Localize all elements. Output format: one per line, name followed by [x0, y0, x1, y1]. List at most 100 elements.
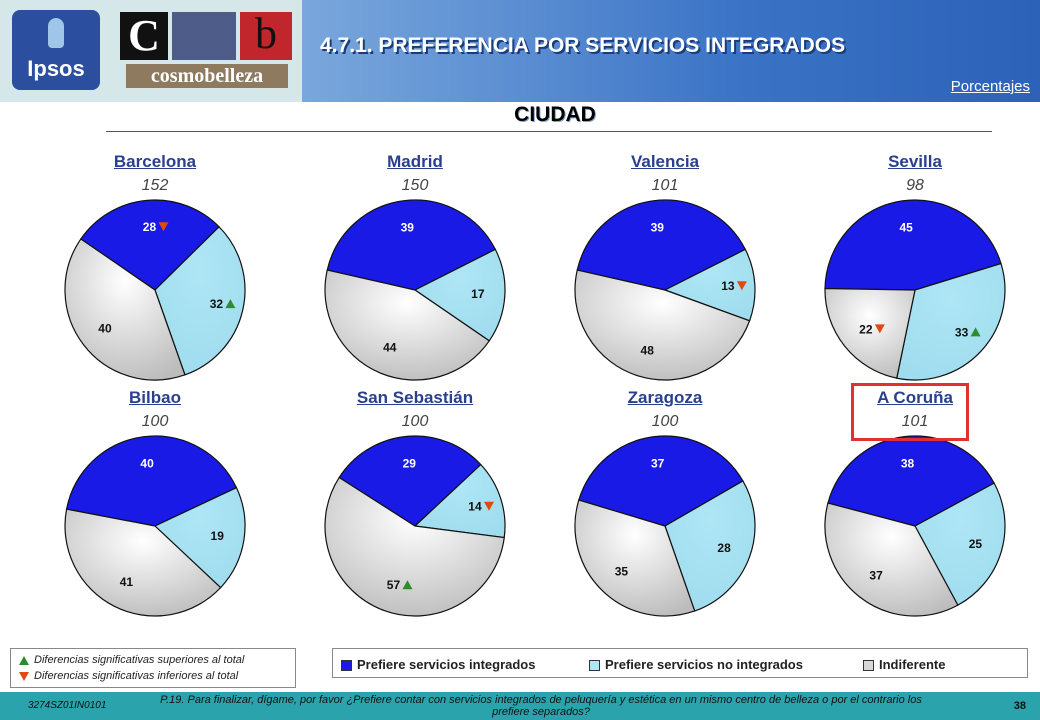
pie-data-label: 39: [401, 220, 415, 234]
pie-chart: 28 32 40: [64, 199, 246, 381]
pie-slice-integrados: [824, 199, 1002, 291]
city-base: 98: [906, 177, 924, 194]
city-base: 100: [651, 413, 679, 430]
pie-cell-7: Zaragoza 100 37 28 35: [565, 386, 765, 626]
legend-item-indiferente: Indiferente: [863, 657, 945, 672]
cb-logo-c: C: [120, 12, 168, 60]
city-name: Sevilla: [888, 152, 942, 171]
pie-data-label: 57: [387, 578, 401, 592]
city-base: 100: [401, 413, 429, 430]
city-base: 152: [141, 177, 169, 194]
triangle-down-icon: [19, 671, 29, 681]
pie-slice-indiferente: [324, 269, 491, 381]
logo-area: Ipsos C b cosmobelleza: [0, 0, 302, 102]
city-base: 101: [901, 413, 929, 430]
legend-label: Indiferente: [879, 657, 946, 672]
pie-slice-no-integrados: [664, 480, 756, 612]
pie-data-label: 28: [143, 220, 157, 234]
pie-cell-3: Valencia 101 39 13 48: [565, 150, 765, 390]
pie-data-label: 32: [210, 297, 224, 311]
pie-slice-indiferente: [824, 287, 916, 379]
pie-data-label: 17: [471, 287, 485, 301]
pie-cell-8: A Coruña 101 38 25 37: [815, 386, 1015, 626]
pie-data-label: 37: [869, 569, 883, 583]
pie-data-label: 44: [383, 341, 397, 355]
pie-cell-6: San Sebastián 100 29 14 57: [315, 386, 515, 626]
units-label: Porcentajes: [950, 78, 1030, 95]
pie-chart: 38 25 37: [824, 435, 1006, 617]
pie-cell-1: Barcelona 152 28 32 40: [55, 150, 255, 390]
pie-data-label: 38: [901, 456, 915, 470]
pie-slice-integrados: [326, 199, 497, 291]
cosmobelleza-logo: C b cosmobelleza: [120, 12, 292, 90]
triangle-down-icon: [736, 281, 747, 291]
legend-swatch-icon: [589, 660, 600, 672]
footer-question: P.19. Para finalizar, dígame, por favor …: [160, 694, 922, 718]
city-base: 101: [651, 177, 679, 194]
legend-swatch-icon: [863, 660, 874, 672]
legend-label: Prefiere servicios no integrados: [605, 657, 803, 672]
significance-down-label: Diferencias significativas inferiores al…: [34, 670, 239, 682]
pie-chart: 37 28 35: [574, 435, 756, 617]
pie-data-label: 39: [651, 220, 665, 234]
pie-slice-indiferente: [324, 476, 505, 617]
pie-slice-indiferente: [574, 499, 696, 617]
pie-slice-no-integrados: [914, 482, 1006, 606]
pie-data-label: 48: [641, 343, 655, 357]
pie-data-label: 40: [140, 456, 154, 470]
pie-slice-indiferente: [574, 269, 751, 381]
city-name: A Coruña: [877, 388, 953, 407]
pie-data-label: 41: [120, 575, 134, 589]
legend-label: Prefiere servicios integrados: [357, 657, 536, 672]
ipsos-face-icon: [48, 18, 64, 48]
pie-slice-integrados: [65, 435, 238, 527]
pie-slice-indiferente: [64, 508, 222, 617]
pie-data-label: 45: [899, 221, 913, 235]
pie-data-label: 14: [468, 500, 482, 514]
legend-swatch-icon: [341, 660, 352, 672]
title-banner: 4.7.1. PREFERENCIA POR SERVICIOS INTEGRA…: [302, 0, 1040, 102]
pie-chart: 39 13 48: [574, 199, 756, 381]
pie-data-label: 35: [615, 565, 629, 579]
ipsos-logo-text: Ipsos: [27, 56, 85, 81]
city-name: Bilbao: [129, 388, 181, 407]
pie-cell-2: Madrid 150 39 17 44: [315, 150, 515, 390]
pie-chart: 40 19 41: [64, 435, 246, 617]
pie-slice-indiferente: [824, 502, 959, 617]
series-legend: Prefiere servicios integrados Prefiere s…: [332, 648, 1028, 678]
pie-data-label: 22: [859, 322, 873, 336]
pie-chart: 45 33 22: [824, 199, 1006, 381]
pie-slice-indiferente: [64, 238, 186, 381]
pie-slice-no-integrados: [153, 486, 246, 589]
pie-slice-integrados: [576, 199, 747, 291]
triangle-down-icon: [158, 222, 169, 232]
triangle-up-icon: [225, 299, 236, 309]
city-base: 100: [141, 413, 169, 430]
city-name: Valencia: [630, 152, 700, 171]
pie-slice-integrados: [338, 435, 482, 527]
triangle-up-icon: [402, 580, 413, 590]
ipsos-logo: Ipsos: [12, 10, 100, 90]
significance-legend: Diferencias significativas superiores al…: [10, 648, 296, 688]
city-base: 150: [401, 177, 429, 194]
pie-slice-integrados: [80, 199, 220, 291]
city-name: Madrid: [387, 152, 443, 171]
legend-item-no-integrados: Prefiere servicios no integrados: [589, 657, 803, 672]
cb-logo-image: [172, 12, 236, 60]
pie-cell-5: Bilbao 100 40 19 41: [55, 386, 255, 626]
pie-chart: 39 17 44: [324, 199, 506, 381]
city-name: Zaragoza: [627, 388, 703, 407]
cb-logo-word: cosmobelleza: [126, 64, 288, 88]
significance-down-row: Diferencias significativas inferiores al…: [19, 670, 238, 682]
footer-bar: 3274SZ01IN0101 P.19. Para finalizar, díg…: [0, 692, 1040, 720]
pie-slice-no-integrados: [413, 463, 506, 539]
pie-data-label: 40: [98, 321, 112, 335]
pie-data-label: 19: [211, 529, 225, 543]
triangle-down-icon: [483, 501, 494, 511]
page-number: 38: [1013, 700, 1026, 712]
pie-data-label: 33: [955, 325, 969, 339]
pie-chart: 29 14 57: [324, 435, 506, 617]
page-title: 4.7.1. PREFERENCIA POR SERVICIOS INTEGRA…: [320, 34, 846, 57]
pie-slice-no-integrados: [413, 248, 506, 342]
pie-data-label: 28: [717, 541, 731, 555]
